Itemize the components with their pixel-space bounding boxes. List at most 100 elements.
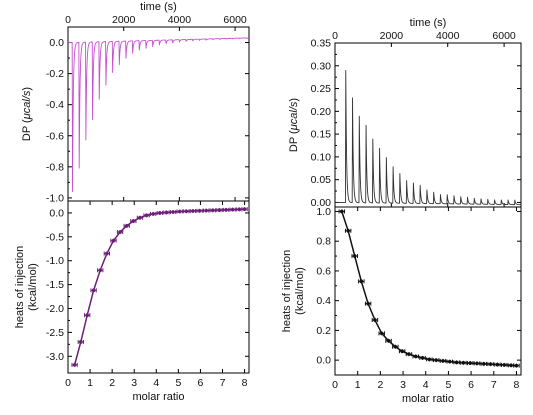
data-point (72, 363, 77, 367)
x-tick-label: 3 (131, 377, 137, 389)
y-tick-label: -1.0 (46, 255, 64, 267)
plot-frame (67, 200, 250, 374)
data-point (237, 207, 242, 212)
data-point (151, 212, 156, 216)
data-point (224, 208, 228, 212)
data-point (366, 301, 370, 306)
x-tick-label: 4000 (168, 14, 192, 26)
x-axis-label: time (s) (410, 17, 447, 29)
data-point (204, 208, 208, 213)
dp-trace (335, 70, 521, 206)
data-point (393, 344, 398, 349)
x-tick-label: 5 (445, 379, 451, 391)
data-point (111, 238, 116, 243)
y-tick-label: 0.20 (311, 106, 332, 118)
y-tick-label: 1.0 (316, 206, 331, 218)
x-tick-label: 0 (65, 377, 71, 389)
y-tick-label: -0.2 (46, 68, 64, 80)
y-tick-label: -1.5 (46, 279, 64, 291)
x-axis-label: molar ratio (133, 391, 185, 403)
data-point (177, 209, 182, 214)
dp-trace (68, 37, 249, 193)
x-tick-label: 4000 (436, 30, 460, 42)
data-point (217, 208, 222, 212)
data-point (488, 362, 493, 366)
data-point (359, 279, 364, 284)
data-point (197, 208, 202, 213)
data-point (131, 219, 136, 223)
plot-frame (67, 26, 250, 202)
y-axis-label-line1: heats of injection (14, 246, 26, 329)
y-tick-label: 0.6 (316, 265, 331, 277)
y-tick-label: 0.30 (311, 60, 332, 72)
data-point (105, 251, 109, 256)
data-point (495, 362, 500, 367)
plot-frame (334, 42, 522, 208)
x-tick-label: 1 (87, 377, 93, 389)
y-tick-label: 0.2 (316, 325, 331, 337)
x-tick-label: 2000 (380, 30, 404, 42)
x-axis-label: molar ratio (402, 393, 454, 405)
y-tick-label: -3.0 (46, 351, 64, 363)
data-point (164, 210, 169, 215)
data-point (386, 339, 391, 343)
x-tick-label: 8 (514, 379, 520, 391)
data-point (468, 361, 472, 365)
plot-frame (334, 206, 522, 376)
y-axis-label-line1: heats of injection (281, 250, 293, 333)
data-point (379, 331, 384, 336)
y-tick-label: 0.25 (311, 83, 332, 95)
data-point (509, 363, 513, 368)
thermogram-trace-group (335, 70, 521, 206)
data-point (171, 210, 175, 214)
data-point (124, 224, 129, 228)
x-tick-label: 6000 (223, 14, 247, 26)
thermogram-trace-group (68, 37, 249, 193)
x-tick-label: 0 (65, 14, 71, 26)
data-point (514, 363, 519, 368)
right-bottom-panel: 0.0 0.2 0.4 0.6 0.8 1.0 0 1 2 3 4 5 6 7 8 molar ratio he… (281, 206, 522, 405)
y-axis-label-close: ) (288, 98, 300, 102)
y-axis-label-close: ) (21, 87, 33, 91)
y-axis-label-prefix: DP ( (21, 119, 33, 141)
y-tick-label: 0.10 (311, 151, 332, 163)
data-point (118, 230, 122, 234)
data-point (230, 207, 235, 212)
data-point (407, 352, 411, 356)
fit-curve (341, 211, 517, 367)
data-point (346, 228, 350, 233)
data-point (242, 207, 247, 211)
data-point (191, 209, 195, 213)
data-point (373, 318, 377, 322)
x-tick-label: 2 (377, 379, 383, 391)
data-point (454, 360, 459, 365)
x-tick-label: 7 (220, 377, 226, 389)
y-axis-label: DP (μcal/s) (21, 87, 33, 141)
data-point (352, 254, 357, 258)
data-point (184, 209, 189, 214)
y-tick-label: 0.8 (316, 236, 331, 248)
data-point (420, 356, 425, 360)
y-axis-label-prefix: DP ( (288, 130, 300, 152)
data-point (434, 358, 438, 362)
x-tick-label: 5 (175, 377, 181, 389)
y-axis-label-line2: (kcal/mol) (27, 263, 39, 311)
y-tick-label: 0.00 (311, 197, 332, 209)
x-tick-label: 6 (468, 379, 474, 391)
fit-curve (73, 208, 245, 366)
x-tick-label: 0 (332, 30, 338, 42)
y-tick-label: -2.5 (46, 327, 64, 339)
data-point (400, 349, 404, 354)
data-point (447, 359, 452, 364)
x-tick-label: 6 (198, 377, 204, 389)
x-tick-label: 2000 (112, 14, 136, 26)
data-point (413, 354, 418, 359)
y-tick-label: 0.4 (316, 295, 331, 307)
y-axis-label-unit: μcal/s (288, 101, 300, 131)
y-tick-label: 0.0 (49, 37, 64, 49)
left-bottom-panel: -3.0 -2.5 -2.0 -1.5 -1.0 -0.5 0.0 0 1 2 3 4 5 6 7 8 mola… (14, 200, 250, 403)
data-point (144, 213, 149, 218)
x-tick-label: 8 (242, 377, 248, 389)
y-tick-label: -0.8 (46, 161, 64, 173)
y-tick-label: 0.05 (311, 174, 332, 186)
